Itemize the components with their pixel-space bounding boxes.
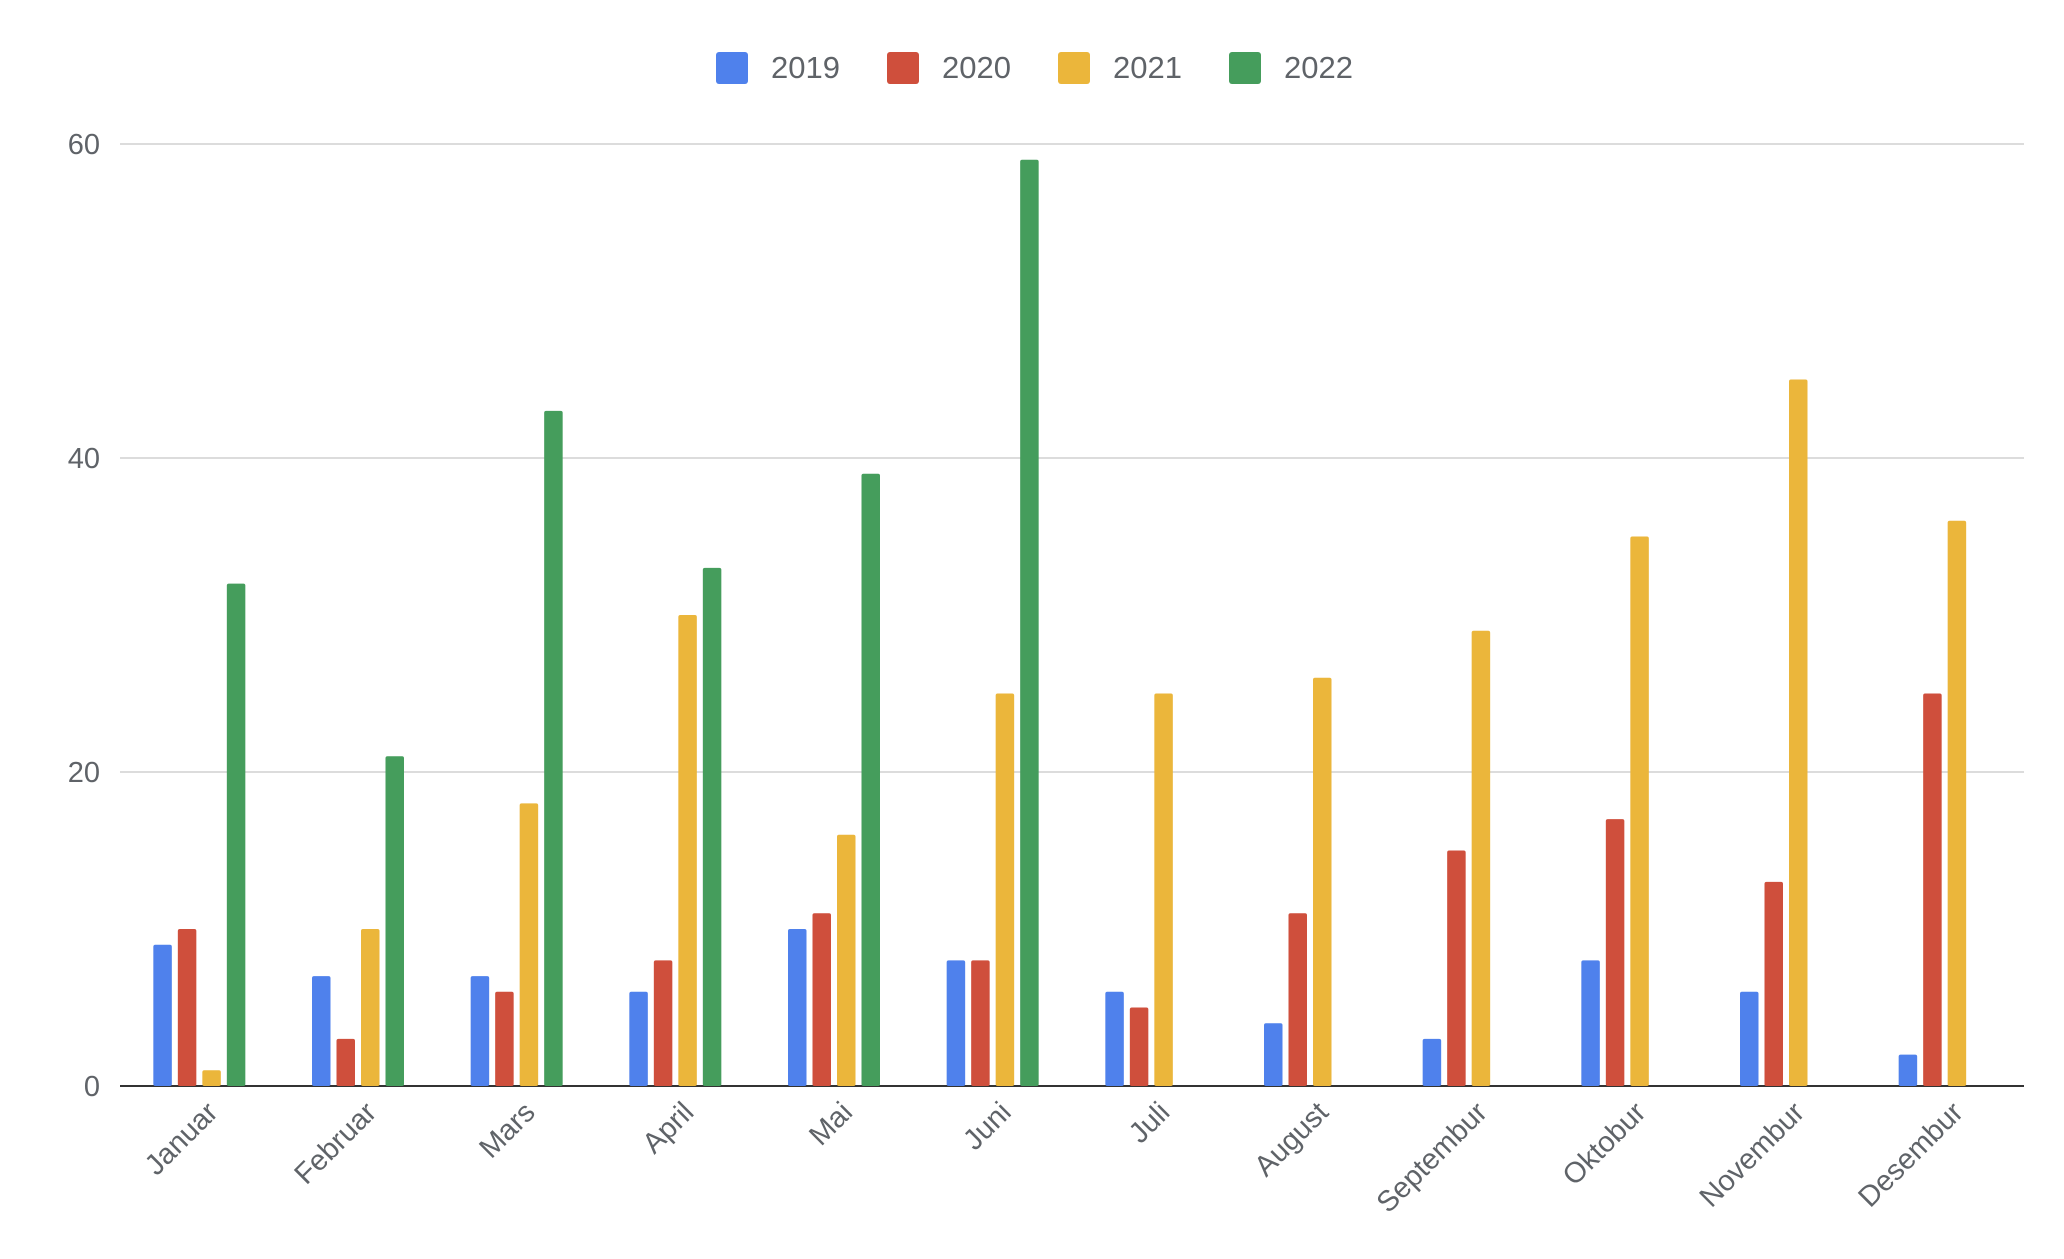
- bar-2020-Februar: [336, 1038, 355, 1086]
- y-tick-label: 20: [68, 757, 100, 789]
- legend-swatch: [887, 52, 919, 84]
- x-tick-label: August: [1248, 1096, 1334, 1182]
- bar-2019-Novembur: [1740, 991, 1759, 1086]
- bar-2020-Januar: [177, 929, 197, 1086]
- bar-2020-Oktobur: [1605, 819, 1625, 1086]
- bar-2019-Mars: [470, 976, 490, 1086]
- bar-2019-Septembur: [1422, 1038, 1442, 1086]
- x-tick-label: Oktobur: [1557, 1096, 1653, 1192]
- x-tick-label: April: [637, 1096, 701, 1160]
- legend-label: 2020: [942, 50, 1011, 85]
- x-tick-label: Januar: [139, 1096, 225, 1182]
- bar-2020-Juni: [971, 960, 990, 1086]
- legend-label: 2022: [1284, 50, 1353, 85]
- bar-2019-April: [629, 991, 648, 1086]
- bar-2022-Februar: [385, 756, 404, 1086]
- x-tick-label: Juni: [957, 1096, 1017, 1156]
- legend-swatch: [716, 52, 748, 84]
- bar-2021-Juli: [1154, 693, 1173, 1086]
- bar-2022-Mai: [861, 473, 880, 1086]
- bar-2021-Septembur: [1471, 630, 1491, 1086]
- bar-2019-August: [1264, 1023, 1283, 1086]
- bar-2022-Januar: [226, 583, 246, 1086]
- x-tick-label: Mai: [803, 1096, 859, 1152]
- bar-2021-Mai: [837, 834, 856, 1086]
- bar-2021-Novembur: [1789, 379, 1808, 1086]
- bar-2019-Oktobur: [1581, 960, 1600, 1086]
- bar-2019-Februar: [312, 976, 331, 1086]
- bar-2022-Mars: [544, 410, 563, 1086]
- bar-2021-Juni: [995, 693, 1015, 1086]
- legend-item-2021: 2021: [1058, 50, 1182, 85]
- bar-2020-Mars: [495, 991, 514, 1086]
- x-tick-label: Novembur: [1694, 1096, 1811, 1213]
- x-tick-label: Desembur: [1852, 1096, 1969, 1213]
- bar-2020-August: [1288, 913, 1307, 1086]
- bar-2022-April: [702, 567, 722, 1086]
- bar-2021-Februar: [361, 929, 380, 1086]
- bar-2021-Oktobur: [1630, 536, 1649, 1086]
- legend-label: 2021: [1113, 50, 1182, 85]
- x-tick-label: Septembur: [1371, 1096, 1494, 1219]
- bar-2019-Januar: [153, 944, 172, 1086]
- legend-swatch: [1058, 52, 1090, 84]
- bar-2020-Novembur: [1764, 881, 1783, 1086]
- legend-label: 2019: [771, 50, 840, 85]
- y-tick-label: 60: [68, 129, 100, 161]
- bar-2019-Juni: [946, 960, 966, 1086]
- bar-2020-April: [653, 960, 673, 1086]
- legend-item-2019: 2019: [716, 50, 840, 85]
- bars: [153, 159, 1967, 1086]
- x-tick-label: Februar: [289, 1096, 384, 1191]
- x-axis-labels: Januar Februar Mars April Mai Juni Juli August S…: [139, 1096, 1970, 1219]
- bar-2020-Desembur: [1923, 693, 1942, 1086]
- bar-2020-Juli: [1129, 1007, 1149, 1086]
- bar-2021-Desembur: [1947, 520, 1967, 1086]
- y-axis-labels: 0 20 40 60: [68, 129, 100, 1103]
- bar-2020-Mai: [812, 913, 831, 1086]
- gridlines: [120, 143, 2024, 1087]
- bar-2020-Septembur: [1447, 850, 1466, 1086]
- legend-item-2022: 2022: [1229, 50, 1353, 85]
- y-tick-label: 0: [84, 1071, 100, 1103]
- legend: 2019 2020 2021 2022: [716, 50, 1353, 85]
- x-tick-label: Juli: [1123, 1096, 1176, 1149]
- bar-2019-Juli: [1105, 991, 1124, 1086]
- bar-2021-Mars: [519, 803, 539, 1086]
- bar-2019-Desembur: [1898, 1054, 1918, 1086]
- bar-2019-Mai: [788, 929, 807, 1086]
- bar-2022-Juni: [1020, 159, 1039, 1086]
- x-tick-label: Mars: [473, 1096, 541, 1164]
- legend-item-2020: 2020: [887, 50, 1011, 85]
- bar-2021-April: [678, 615, 697, 1086]
- y-tick-label: 40: [68, 443, 100, 475]
- bar-2021-August: [1313, 677, 1332, 1086]
- legend-swatch: [1229, 52, 1261, 84]
- bar-2021-Januar: [202, 1070, 221, 1086]
